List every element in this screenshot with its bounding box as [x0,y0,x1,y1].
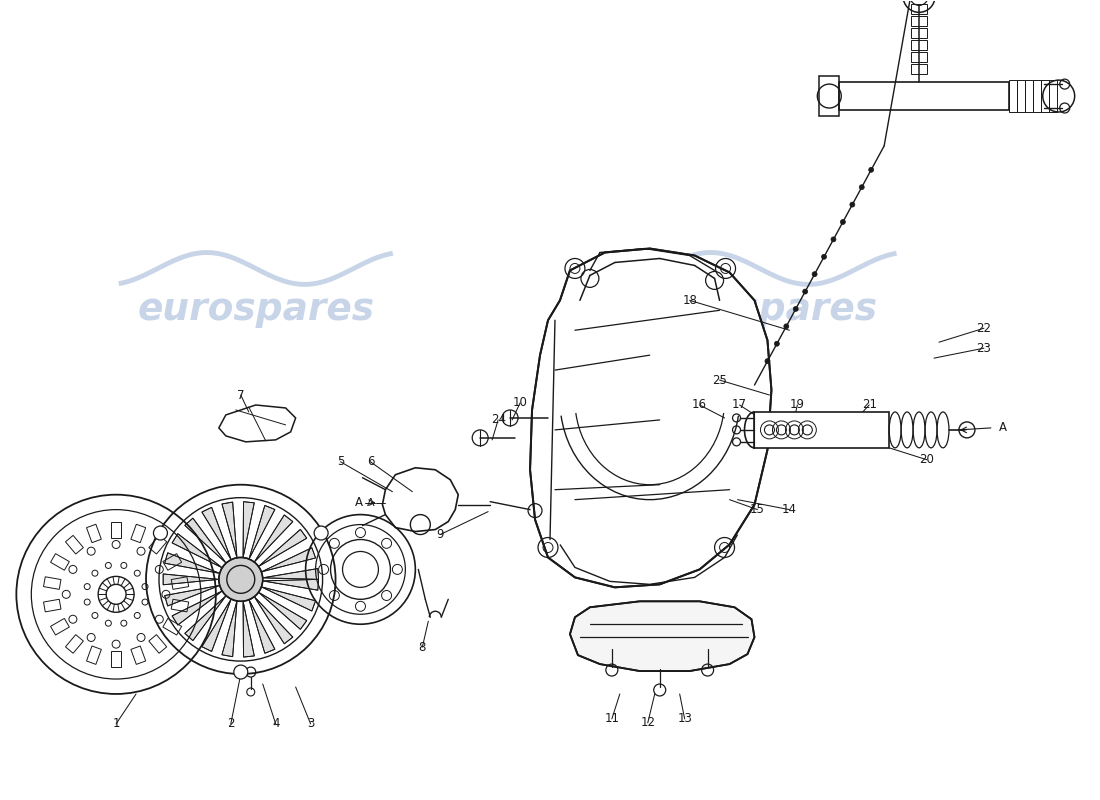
Text: 1: 1 [112,718,120,730]
Polygon shape [165,553,220,574]
Polygon shape [249,506,275,559]
Polygon shape [202,599,231,651]
Text: 18: 18 [682,294,697,307]
Text: A: A [354,496,363,509]
Polygon shape [163,574,219,585]
Circle shape [793,306,799,311]
Text: 14: 14 [782,503,796,516]
Text: 9: 9 [437,528,444,541]
Polygon shape [263,579,319,590]
Text: A: A [999,422,1007,434]
Polygon shape [530,249,771,587]
Text: 17: 17 [732,398,747,411]
Polygon shape [254,515,293,562]
Circle shape [812,272,817,277]
Polygon shape [222,601,236,657]
Text: 24: 24 [491,414,506,426]
Polygon shape [202,507,231,560]
Text: 10: 10 [513,397,528,410]
Text: A: A [366,498,374,508]
Circle shape [774,342,780,346]
Polygon shape [172,591,222,625]
Text: 13: 13 [678,712,692,726]
Polygon shape [755,412,889,448]
Polygon shape [570,602,755,671]
Circle shape [822,254,826,259]
Text: 4: 4 [272,718,279,730]
Polygon shape [258,592,307,630]
Text: eurospares: eurospares [641,292,878,328]
Polygon shape [249,600,275,654]
Text: 5: 5 [337,455,344,468]
Polygon shape [254,597,293,644]
Polygon shape [262,548,316,572]
Polygon shape [222,502,236,558]
Text: 8: 8 [419,641,426,654]
Text: 20: 20 [920,454,935,466]
Text: 23: 23 [977,342,991,354]
Circle shape [869,167,873,172]
Polygon shape [185,518,227,563]
Circle shape [803,289,807,294]
Text: 7: 7 [236,389,244,402]
Text: 6: 6 [366,455,374,468]
Circle shape [859,185,865,190]
Text: eurospares: eurospares [138,292,374,328]
Text: 3: 3 [307,718,315,730]
Circle shape [219,558,263,602]
Text: 21: 21 [861,398,877,411]
Polygon shape [839,82,1009,110]
Polygon shape [243,601,254,657]
Polygon shape [262,587,316,611]
Circle shape [154,526,167,540]
Polygon shape [185,596,227,641]
Circle shape [830,237,836,242]
Text: 16: 16 [692,398,707,411]
Polygon shape [172,534,222,568]
Polygon shape [243,502,254,558]
Circle shape [764,358,770,364]
Circle shape [850,202,855,207]
Text: 19: 19 [790,398,805,411]
Text: 22: 22 [977,322,991,334]
Circle shape [234,665,248,679]
Text: 11: 11 [604,712,619,726]
Circle shape [315,526,328,540]
Text: 15: 15 [750,503,764,516]
Circle shape [784,324,789,329]
Polygon shape [165,586,220,606]
Text: 2: 2 [227,718,234,730]
Polygon shape [263,569,319,579]
Polygon shape [258,530,307,566]
Text: 12: 12 [640,716,656,730]
Text: 25: 25 [712,374,727,386]
Circle shape [840,219,846,225]
